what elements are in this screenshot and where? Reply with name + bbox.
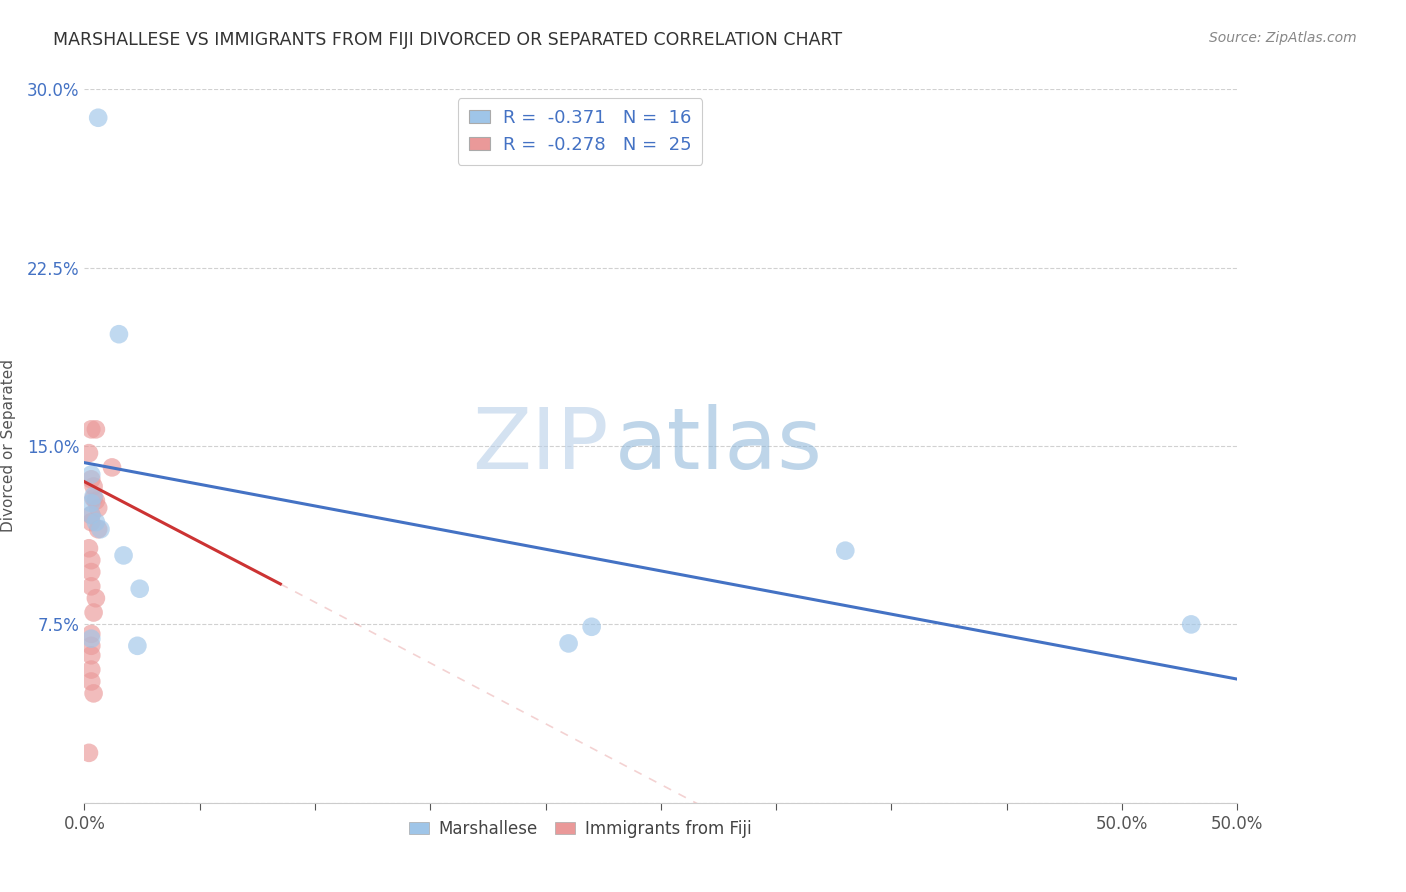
- Point: [108, 327, 131, 342]
- Point: [83, 606, 105, 620]
- Y-axis label: Divorced or Separated: Divorced or Separated: [1, 359, 15, 533]
- Point: [83, 489, 105, 503]
- Point: [80, 674, 103, 689]
- Point: [83, 686, 105, 700]
- Point: [80, 648, 103, 663]
- Text: MARSHALLESE VS IMMIGRANTS FROM FIJI DIVORCED OR SEPARATED CORRELATION CHART: MARSHALLESE VS IMMIGRANTS FROM FIJI DIVO…: [53, 31, 842, 49]
- Point: [80, 553, 103, 567]
- Point: [127, 639, 149, 653]
- Text: atlas: atlas: [614, 404, 823, 488]
- Point: [87, 111, 110, 125]
- Point: [84, 515, 107, 529]
- Text: Source: ZipAtlas.com: Source: ZipAtlas.com: [1209, 31, 1357, 45]
- Point: [80, 467, 103, 482]
- Point: [80, 565, 103, 579]
- Point: [557, 636, 579, 650]
- Legend: Marshallese, Immigrants from Fiji: Marshallese, Immigrants from Fiji: [402, 814, 758, 845]
- Point: [80, 579, 103, 593]
- Point: [87, 500, 110, 515]
- Point: [80, 639, 103, 653]
- Text: ZIP: ZIP: [472, 404, 609, 488]
- Point: [80, 508, 103, 522]
- Point: [84, 591, 107, 606]
- Point: [80, 422, 103, 436]
- Point: [80, 627, 103, 641]
- Point: [84, 493, 107, 508]
- Point: [834, 543, 856, 558]
- Point: [80, 663, 103, 677]
- Point: [77, 446, 100, 460]
- Point: [112, 549, 135, 563]
- Point: [80, 472, 103, 486]
- Point: [80, 515, 103, 529]
- Point: [83, 479, 105, 493]
- Point: [80, 496, 103, 510]
- Point: [89, 522, 111, 536]
- Point: [101, 460, 124, 475]
- Point: [84, 422, 107, 436]
- Point: [128, 582, 150, 596]
- Point: [1180, 617, 1202, 632]
- Point: [80, 508, 103, 522]
- Point: [83, 491, 105, 506]
- Point: [77, 541, 100, 556]
- Point: [87, 522, 110, 536]
- Point: [581, 620, 603, 634]
- Point: [77, 746, 100, 760]
- Point: [80, 632, 103, 646]
